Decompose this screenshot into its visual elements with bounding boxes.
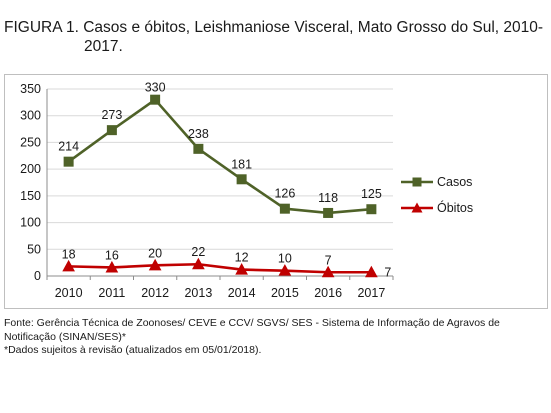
- source-line-1: Fonte: Gerência Técnica de Zoonoses/ CEV…: [4, 317, 500, 329]
- figure-title-line-1: FIGURA 1. Casos e óbitos, Leishmaniose V…: [4, 19, 544, 36]
- data-label-casos: 273: [101, 108, 122, 122]
- y-tick-label: 200: [20, 162, 41, 176]
- x-tick-label: 2012: [141, 286, 169, 300]
- data-label-casos: 238: [188, 127, 209, 141]
- y-tick-label: 50: [27, 242, 41, 256]
- data-label-obitos: 10: [278, 252, 292, 266]
- y-tick-label: 300: [20, 109, 41, 123]
- data-point-obitos: [321, 265, 335, 278]
- data-label-obitos: 7: [384, 265, 391, 279]
- legend-marker-casos: [412, 177, 422, 187]
- x-tick-label: 2015: [271, 286, 299, 300]
- x-tick-label: 2013: [184, 286, 212, 300]
- legend-label-casos: Casos: [437, 175, 472, 189]
- x-tick-label: 2010: [55, 286, 83, 300]
- data-point-casos: [193, 143, 204, 154]
- figure-title-line-2: 2017.: [84, 38, 123, 55]
- series-line-casos: [67, 98, 372, 215]
- x-tick-label: 2011: [98, 286, 125, 300]
- x-tick-label: 2016: [314, 286, 342, 300]
- chart-area: 0 50 100 150 200 250 300 350 2010 2011 2012 2013 201…: [4, 74, 548, 309]
- data-point-obitos: [235, 263, 248, 275]
- data-label-casos: 214: [58, 140, 79, 154]
- data-point-obitos: [365, 265, 378, 278]
- data-label-obitos: 12: [235, 251, 249, 265]
- series-line-óbitos: [68, 262, 372, 274]
- data-point-casos: [106, 125, 117, 136]
- y-tick-label: 150: [20, 189, 41, 203]
- data-label-obitos: 7: [325, 253, 332, 267]
- data-point-obitos: [278, 264, 292, 276]
- data-label-casos: 126: [274, 187, 295, 201]
- data-label-casos: 125: [361, 187, 382, 201]
- data-label-casos: 118: [318, 191, 338, 205]
- revision-note: *Dados sujeitos à revisão (atualizados e…: [4, 344, 262, 356]
- data-point-casos: [366, 204, 377, 215]
- data-point-obitos: [105, 260, 119, 273]
- data-label-obitos: 18: [62, 247, 76, 261]
- x-tick-label: 2014: [228, 286, 256, 300]
- data-label-casos: 181: [231, 157, 252, 171]
- legend-label-obitos: Óbitos: [437, 200, 473, 215]
- y-tick-label: 350: [20, 82, 41, 96]
- data-point-obitos: [192, 257, 205, 270]
- data-label-obitos: 22: [191, 245, 205, 259]
- data-point-obitos: [148, 258, 162, 271]
- y-tick-label: 100: [20, 216, 41, 230]
- x-tick-label: 2017: [357, 286, 385, 300]
- y-tick-label: 0: [34, 269, 41, 283]
- data-label-casos: 330: [145, 81, 166, 95]
- data-point-casos: [63, 156, 74, 167]
- data-label-obitos: 16: [105, 248, 119, 262]
- data-point-casos: [323, 207, 334, 218]
- data-point-obitos: [62, 259, 75, 272]
- data-label-obitos: 20: [148, 246, 162, 260]
- legend-marker-obitos: [411, 202, 423, 213]
- data-point-casos: [236, 174, 247, 185]
- y-tick-label: 250: [20, 135, 41, 149]
- data-point-casos: [150, 94, 161, 105]
- source-line-2: Notificação (SINAN/SES)*: [4, 330, 126, 343]
- source-note: Fonte: Gerência Técnica de Zoonoses/ CEV…: [4, 317, 549, 358]
- figure-title: FIGURA 1. Casos e óbitos, Leishmaniose V…: [4, 18, 549, 56]
- data-point-casos: [279, 203, 290, 214]
